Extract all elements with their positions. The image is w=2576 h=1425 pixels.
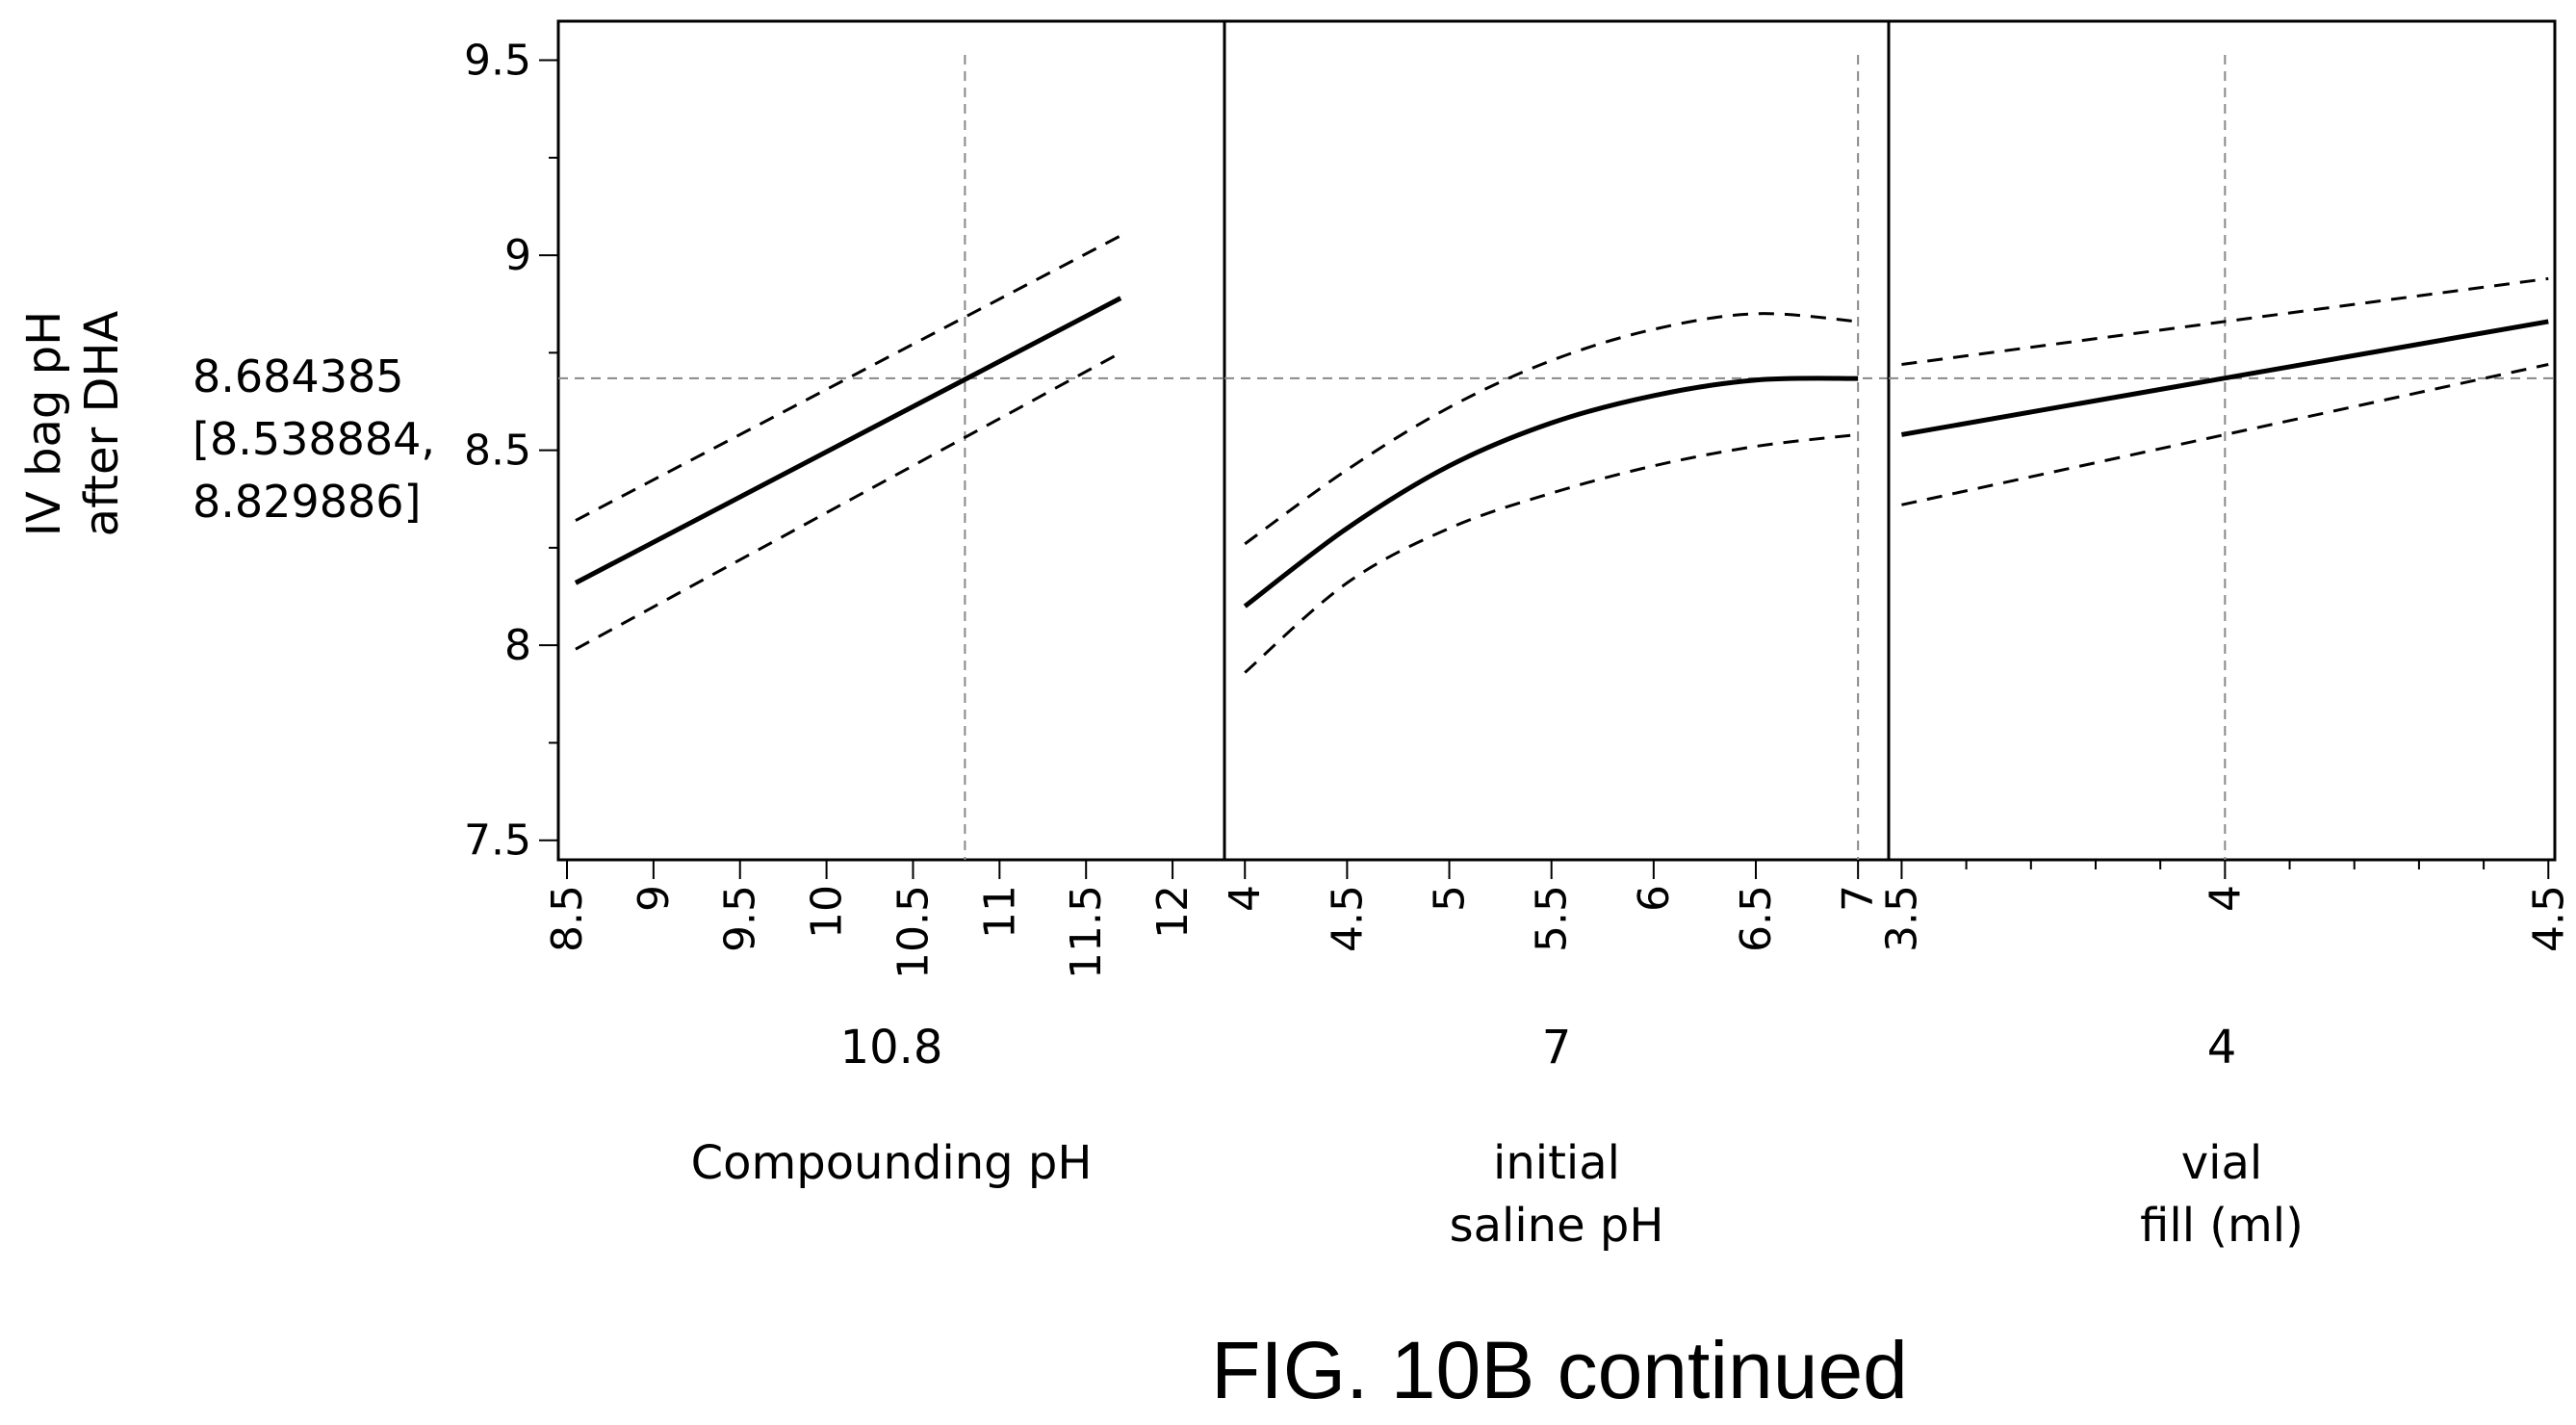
x-tick-label: 4 <box>1221 885 1270 912</box>
x-tick-label: 4 <box>2201 885 2250 912</box>
factor-label-line-1: vial <box>2181 1136 2263 1190</box>
panel-frame <box>556 19 1226 862</box>
response-label: IV bag pH after DHA <box>17 310 129 536</box>
y-tick-label: 9.5 <box>464 37 531 86</box>
confidence-band-line <box>1244 312 1859 546</box>
confidence-band-line <box>575 351 1121 651</box>
profiler-panels: 8.5 9 9.5 10 10.5 11 11.5 12 10.8 Compounding pH 4… <box>543 19 2573 1253</box>
response-label-line-1: IV bag pH <box>17 311 71 536</box>
x-tick-label: 8.5 <box>543 885 592 952</box>
factor-label-line-1: Compounding pH <box>691 1136 1093 1190</box>
x-tick-label: 10 <box>803 885 852 939</box>
y-tick-label: 8.5 <box>464 427 531 476</box>
panel-3: 3.5 4 4.5 4 vial fill (ml) <box>1877 19 2573 1253</box>
panel-2: 4 4.5 5 5.5 6 6.5 7 7 initial saline pH <box>1221 19 1891 1253</box>
x-tick-label: 12 <box>1148 885 1198 939</box>
x-tick-label: 6 <box>1630 885 1679 912</box>
y-tick-label: 7.5 <box>464 816 531 866</box>
x-tick-label: 11 <box>975 885 1024 939</box>
current-factor-value: 10.8 <box>840 1021 943 1075</box>
response-readout: 8.684385 [8.538884, 8.829886] <box>193 350 435 528</box>
x-tick-label: 3.5 <box>1877 885 1926 952</box>
current-factor-value: 4 <box>2207 1021 2237 1075</box>
predicted-value: 8.684385 <box>193 350 404 402</box>
panel-frame <box>1223 19 1891 862</box>
x-tick-label: 4.5 <box>2524 885 2573 952</box>
factor-label-line-1: initial <box>1493 1136 1620 1190</box>
confidence-band-line <box>1901 276 2549 366</box>
y-tick-label: 9 <box>504 231 531 280</box>
x-tick-label: 4.5 <box>1323 885 1372 952</box>
confidence-interval-lower: [8.538884, <box>193 413 435 465</box>
prediction-line <box>1243 376 1859 609</box>
factor-label-line-2: saline pH <box>1450 1199 1664 1253</box>
y-tick-label: 8 <box>504 621 531 670</box>
x-tick-label: 10.5 <box>889 885 938 979</box>
current-factor-value: 7 <box>1542 1021 1572 1075</box>
x-tick-label: 11.5 <box>1062 885 1111 979</box>
y-axis: 7.5 8 8.5 9 9.5 <box>464 37 558 866</box>
confidence-interval-upper: 8.829886] <box>193 476 421 528</box>
x-tick-label: 5 <box>1426 885 1475 912</box>
x-tick-label: 6.5 <box>1732 885 1781 952</box>
prediction-line <box>574 296 1122 585</box>
x-tick-label: 9 <box>630 885 679 912</box>
figure-caption: FIG. 10B continued <box>1211 1325 1908 1415</box>
x-tick-label: 5.5 <box>1528 885 1577 952</box>
confidence-band-line <box>1244 432 1859 674</box>
x-tick-label: 9.5 <box>716 885 765 952</box>
confidence-band-line <box>1901 363 2549 506</box>
prediction-line <box>1901 319 2549 437</box>
factor-label-line-2: fill (ml) <box>2140 1199 2304 1253</box>
x-tick-label: 7 <box>1834 885 1883 912</box>
panel-frame <box>1887 19 2557 862</box>
panel-1: 8.5 9 9.5 10 10.5 11 11.5 12 10.8 Compounding pH <box>543 19 1226 1190</box>
response-label-line-2: after DHA <box>75 310 129 536</box>
